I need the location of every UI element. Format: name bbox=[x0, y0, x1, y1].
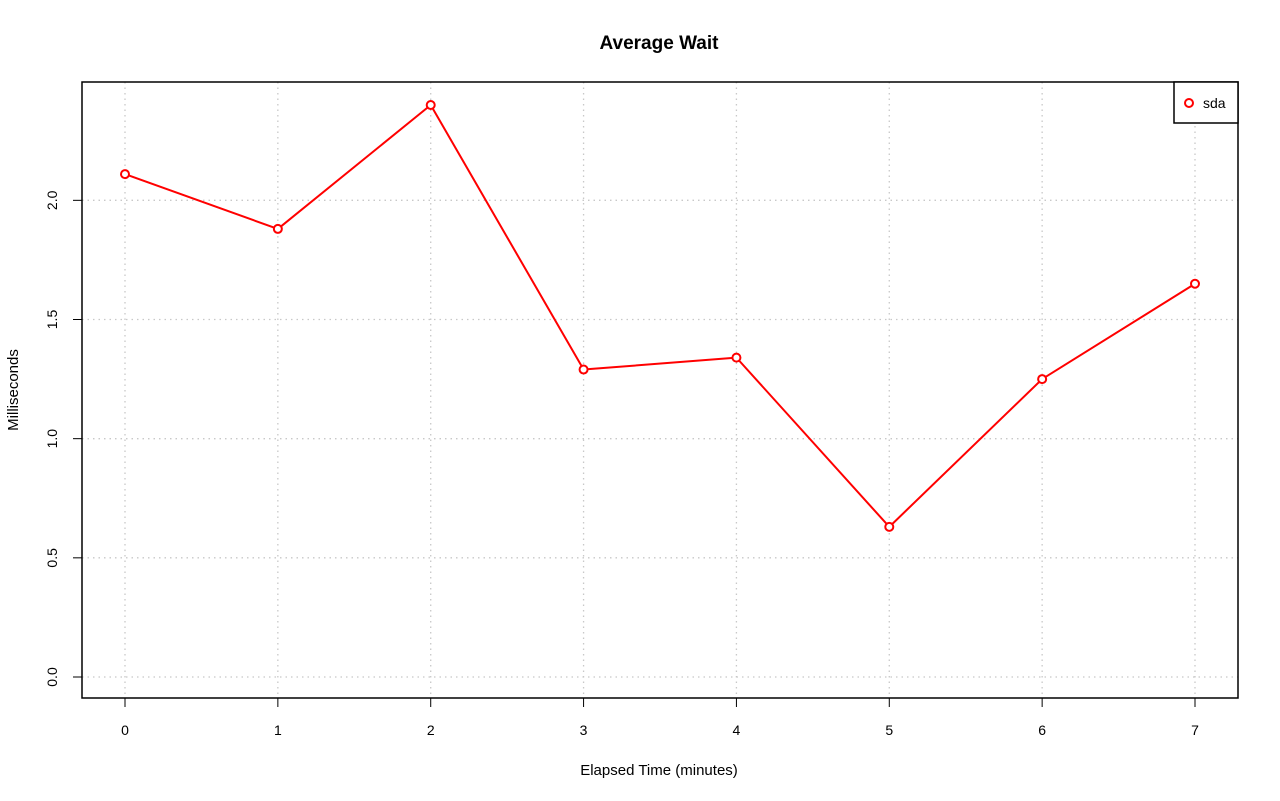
data-point bbox=[272, 223, 283, 234]
data-point bbox=[425, 100, 436, 110]
data-point bbox=[578, 364, 589, 375]
y-tick-label: 2.0 bbox=[44, 190, 60, 210]
legend-label: sda bbox=[1203, 95, 1226, 111]
x-axis-label: Elapsed Time (minutes) bbox=[580, 762, 738, 779]
data-point bbox=[884, 521, 895, 532]
y-tick-label: 1.0 bbox=[44, 429, 60, 449]
y-tick-label: 0.5 bbox=[44, 548, 60, 568]
data-point bbox=[731, 352, 742, 363]
legend: sda bbox=[1173, 81, 1239, 124]
x-tick-label: 4 bbox=[733, 722, 741, 738]
x-tick-label: 3 bbox=[580, 722, 588, 738]
y-axis: 0.0 0.5 1.0 1.5 2.0 bbox=[44, 190, 82, 687]
series-line bbox=[124, 104, 1196, 528]
series-layer bbox=[120, 100, 1200, 532]
grid bbox=[82, 82, 1238, 698]
plot-frame bbox=[81, 81, 1239, 699]
data-point bbox=[1037, 374, 1048, 385]
x-tick-label: 6 bbox=[1038, 722, 1046, 738]
x-tick-label: 2 bbox=[427, 722, 435, 738]
x-axis: 0 1 2 3 4 5 6 7 bbox=[121, 698, 1199, 738]
chart-title: Average Wait bbox=[600, 33, 720, 54]
y-tick-label: 0.0 bbox=[44, 667, 60, 687]
x-tick-label: 7 bbox=[1191, 722, 1199, 738]
y-tick-label: 1.5 bbox=[44, 310, 60, 330]
y-axis-label: Milliseconds bbox=[5, 349, 22, 431]
legend-marker bbox=[1184, 98, 1194, 108]
data-point bbox=[1190, 278, 1200, 289]
x-tick-label: 5 bbox=[885, 722, 893, 738]
data-point bbox=[120, 169, 130, 180]
x-tick-label: 1 bbox=[274, 722, 282, 738]
x-tick-label: 0 bbox=[121, 722, 129, 738]
